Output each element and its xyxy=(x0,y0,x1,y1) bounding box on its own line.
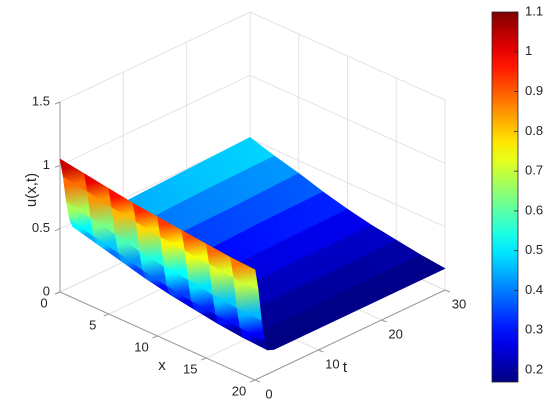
colorbar-tick-label: 0.4 xyxy=(525,282,543,297)
z-tick-label: 0.5 xyxy=(32,220,50,235)
tick-mark xyxy=(254,379,261,383)
colorbar-tick-label: 0.5 xyxy=(525,242,543,257)
x-tick-label: 10 xyxy=(134,339,148,354)
colorbar-tick-label: 0.3 xyxy=(525,322,543,337)
z-tick-label: 0 xyxy=(43,283,50,298)
colorbar xyxy=(491,11,519,383)
tick-mark xyxy=(54,291,61,295)
colorbar-tick-label: 0.7 xyxy=(525,163,543,178)
surface-patch xyxy=(230,257,259,291)
grid-line xyxy=(249,138,446,228)
x-axis-label: x xyxy=(158,357,166,374)
x-tick-label: 15 xyxy=(183,361,197,376)
colorbar-tick-label: 0.6 xyxy=(525,202,543,217)
tick-mark xyxy=(444,289,451,293)
colorbar-tick-label: 0.8 xyxy=(525,123,543,138)
colorbar-tick-label: 1 xyxy=(525,43,532,58)
axis-line xyxy=(254,289,446,381)
t-tick-label: 20 xyxy=(388,326,402,341)
tick-mark xyxy=(103,313,109,317)
x-tick-label: 20 xyxy=(232,383,246,398)
tick-mark xyxy=(54,101,61,105)
grid-line xyxy=(249,11,446,101)
grid-line xyxy=(59,74,251,166)
z-tick-label: 1.5 xyxy=(32,93,50,108)
z-tick-label: 1 xyxy=(43,157,50,172)
z-axis-label: u(x,t) xyxy=(23,173,40,207)
t-tick-label: 30 xyxy=(452,296,466,311)
tick-mark xyxy=(54,228,61,232)
t-tick-label: 0 xyxy=(265,386,272,401)
tick-mark xyxy=(54,164,61,168)
x-tick-label: 0 xyxy=(40,295,47,310)
colorbar-tick-label: 1.1 xyxy=(525,3,543,18)
grid-line xyxy=(59,11,251,103)
tick-mark xyxy=(381,319,387,323)
grid-line xyxy=(249,74,446,164)
t-axis-label: t xyxy=(343,359,348,376)
tick-mark xyxy=(201,357,207,361)
t-tick-label: 10 xyxy=(325,356,339,371)
colorbar-tick-label: 0.2 xyxy=(525,362,543,377)
tick-mark xyxy=(318,349,324,353)
tick-mark xyxy=(152,335,158,339)
tick-mark xyxy=(249,379,256,383)
x-tick-label: 5 xyxy=(89,317,96,332)
colorbar-tick-label: 0.9 xyxy=(525,83,543,98)
